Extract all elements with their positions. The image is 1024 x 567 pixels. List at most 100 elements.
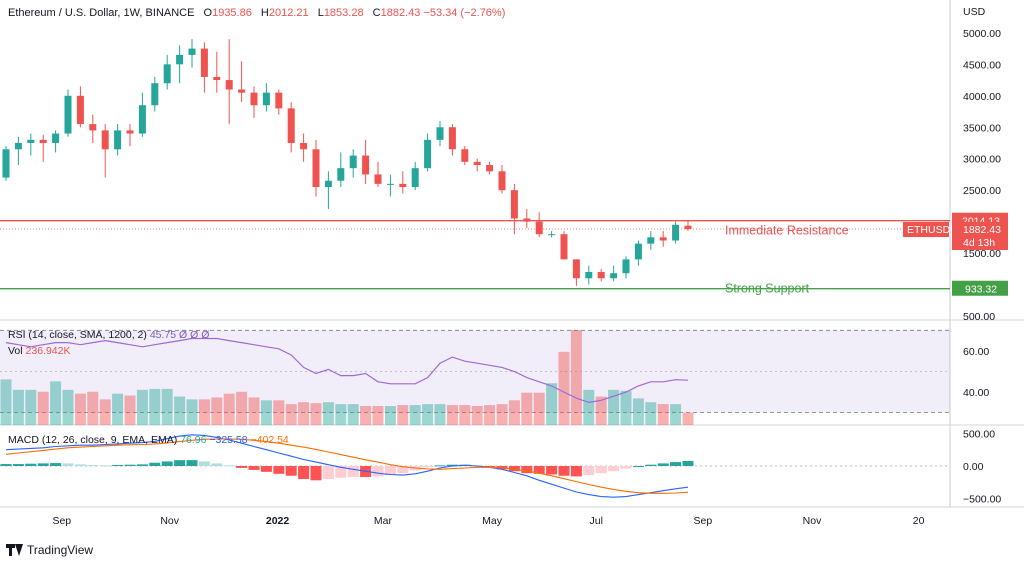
candle[interactable] [101, 130, 109, 150]
candle[interactable] [337, 168, 345, 181]
volume-bar [273, 400, 285, 425]
candle[interactable] [52, 133, 60, 143]
candle[interactable] [324, 180, 332, 188]
volume-bar [657, 404, 669, 425]
volume-bar [99, 399, 111, 425]
candle[interactable] [585, 271, 593, 279]
candle[interactable] [287, 108, 295, 143]
candle[interactable] [610, 273, 618, 279]
macd-histogram-bar [446, 464, 458, 466]
support-price-label: 933.32 [965, 284, 997, 296]
volume-legend[interactable]: Vol 236.942K [8, 345, 71, 357]
candle[interactable] [138, 105, 146, 134]
candle[interactable] [622, 259, 630, 274]
candle[interactable] [634, 243, 642, 260]
volume-bar [310, 403, 322, 425]
candle[interactable] [510, 190, 518, 219]
candle[interactable] [114, 130, 122, 150]
candle[interactable] [76, 95, 84, 125]
close-label: C [372, 7, 381, 19]
candle[interactable] [14, 142, 22, 150]
candle[interactable] [535, 221, 543, 235]
tradingview-brand[interactable]: TradingView [6, 543, 93, 557]
candle[interactable] [262, 92, 270, 106]
macd-line[interactable] [5, 434, 689, 498]
candle[interactable] [126, 130, 134, 134]
macd-histogram-bar [310, 466, 322, 481]
volume-bar [645, 402, 657, 425]
volume-bar [198, 399, 210, 425]
candle[interactable] [238, 89, 246, 93]
candle[interactable] [275, 92, 283, 109]
volume-bar [25, 389, 37, 425]
rsi-line[interactable] [5, 337, 689, 404]
rsi-legend[interactable]: RSI (14, close, SMA, 1200, 2) 45.75 Ø Ø … [8, 329, 209, 341]
candle[interactable] [39, 139, 47, 143]
macd-histogram-bar [595, 466, 607, 474]
macd-histogram-bar [74, 464, 86, 466]
volume-bar [533, 392, 545, 425]
candle[interactable] [659, 237, 667, 241]
plot-background [0, 0, 950, 507]
candle[interactable] [647, 237, 655, 244]
candle[interactable] [312, 149, 320, 188]
candle[interactable] [374, 174, 382, 184]
candle[interactable] [225, 80, 233, 90]
volume-bar [595, 396, 607, 425]
candle[interactable] [572, 259, 580, 279]
candle[interactable] [362, 155, 370, 175]
volume-bar [260, 400, 272, 425]
candle[interactable] [424, 139, 432, 169]
macd-histogram-bar [124, 464, 136, 466]
macd-histogram-bar [136, 464, 148, 466]
candle[interactable] [399, 183, 407, 188]
macd-histogram-bar [211, 463, 223, 466]
high-value: 2012.21 [268, 7, 309, 19]
candle[interactable] [548, 234, 556, 236]
candle[interactable] [461, 149, 469, 162]
volume-bar [471, 406, 483, 425]
macd-tick-label: 500.00 [963, 428, 995, 440]
candle[interactable] [300, 142, 308, 150]
candle[interactable] [188, 48, 196, 55]
candle[interactable] [560, 234, 568, 260]
candle[interactable] [498, 171, 506, 191]
candle[interactable] [200, 48, 208, 77]
open-value: 1935.86 [212, 7, 252, 19]
candle[interactable] [672, 224, 680, 241]
candle[interactable] [386, 183, 394, 185]
candle[interactable] [448, 127, 456, 150]
macd-histogram-bar [273, 466, 285, 474]
candle[interactable] [89, 124, 97, 131]
candle[interactable] [2, 149, 10, 178]
candle[interactable] [436, 127, 444, 140]
volume-bar [335, 404, 347, 425]
time-tick-label: Mar [374, 515, 393, 527]
candle[interactable] [151, 83, 159, 106]
candle[interactable] [27, 139, 35, 143]
volume-bar [521, 392, 533, 425]
candle[interactable] [176, 54, 184, 65]
candle[interactable] [250, 92, 258, 106]
volume-bar [112, 393, 124, 425]
candle[interactable] [349, 155, 357, 169]
macd-histogram-bar [397, 466, 409, 474]
candle[interactable] [486, 165, 494, 172]
macd-histogram-bar [645, 464, 657, 466]
candle[interactable] [411, 168, 419, 188]
macd-signal-line[interactable] [5, 438, 689, 494]
candle[interactable] [597, 271, 605, 279]
rsi-na-2: Ø [190, 329, 199, 341]
volume-bar [50, 381, 62, 425]
macd-legend[interactable]: MACD (12, 26, close, 9, EMA, EMA) 76.96 … [8, 434, 289, 446]
time-tick-label: Sep [694, 515, 713, 527]
candle[interactable] [684, 225, 692, 230]
rsi-title: RSI (14, close, SMA, 1200, 2) [8, 329, 147, 341]
macd-title: MACD (12, 26, close, 9, EMA, EMA) [8, 434, 178, 446]
volume-bar [397, 405, 409, 425]
candle[interactable] [163, 64, 171, 84]
candle[interactable] [473, 161, 481, 165]
candle[interactable] [213, 76, 221, 81]
candle[interactable] [64, 95, 72, 134]
